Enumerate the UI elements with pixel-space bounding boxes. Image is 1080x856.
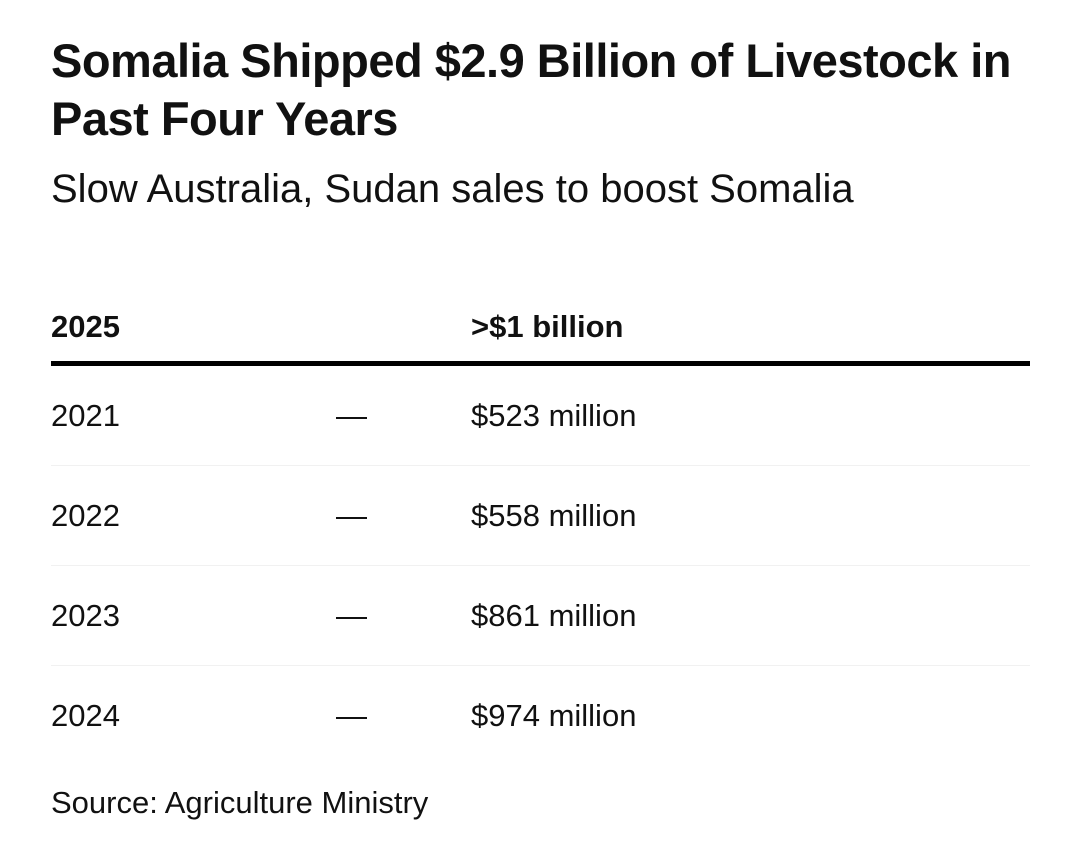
table-row: 2023 — $861 million bbox=[51, 566, 1030, 666]
row-value: $523 million bbox=[471, 397, 637, 433]
row-value: $974 million bbox=[471, 697, 637, 733]
row-value: $558 million bbox=[471, 497, 637, 533]
header-value: >$1 billion bbox=[471, 309, 624, 344]
row-dash: — bbox=[336, 497, 367, 533]
row-dash: — bbox=[336, 697, 367, 733]
header-year: 2025 bbox=[51, 309, 120, 344]
row-year: 2021 bbox=[51, 397, 120, 433]
table-header-row: 2025 >$1 billion bbox=[51, 285, 1030, 366]
chart-title: Somalia Shipped $2.9 Billion of Livestoc… bbox=[51, 34, 1012, 145]
table-row: 2021 — $523 million bbox=[51, 366, 1030, 466]
table-row: 2022 — $558 million bbox=[51, 466, 1030, 566]
row-year: 2024 bbox=[51, 697, 120, 733]
row-value: $861 million bbox=[471, 597, 637, 633]
row-dash: — bbox=[336, 397, 367, 433]
chart-subtitle: Slow Australia, Sudan sales to boost Som… bbox=[51, 167, 854, 211]
data-table: 2025 >$1 billion 2021 — $523 million 202… bbox=[51, 285, 1030, 765]
row-year: 2023 bbox=[51, 597, 120, 633]
table-row: 2024 — $974 million bbox=[51, 666, 1030, 765]
row-dash: — bbox=[336, 597, 367, 633]
source-note: Source: Agriculture Ministry bbox=[51, 785, 429, 820]
row-year: 2022 bbox=[51, 497, 120, 533]
